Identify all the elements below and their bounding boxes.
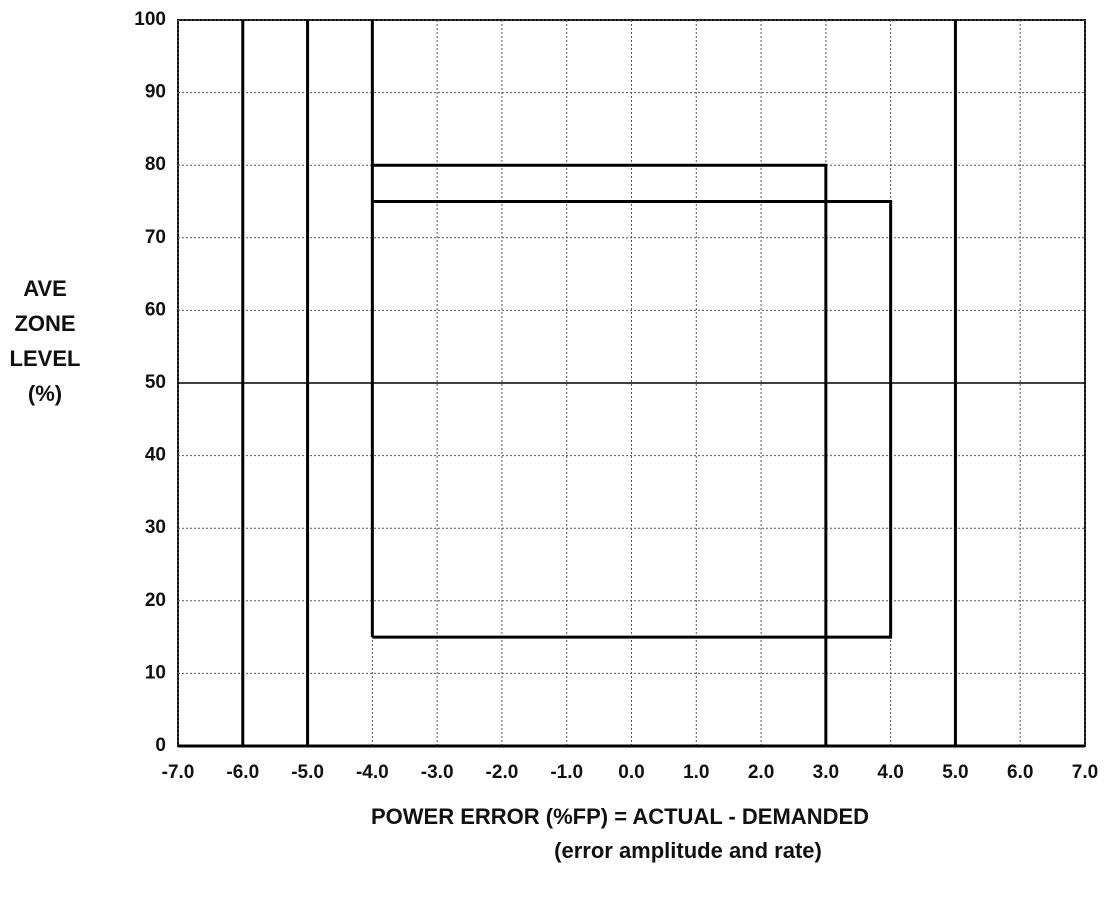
y-axis-label: ZONE — [14, 311, 75, 336]
x-tick-label: 1.0 — [683, 762, 709, 783]
y-tick-label: 0 — [155, 735, 166, 756]
x-tick-label: 6.0 — [1007, 762, 1033, 783]
y-tick-label: 10 — [145, 662, 166, 683]
y-tick-label: 20 — [145, 590, 166, 611]
x-tick-label: 7.0 — [1072, 762, 1098, 783]
x-tick-label: 2.0 — [748, 762, 774, 783]
y-tick-label: 50 — [145, 372, 166, 393]
x-tick-label: 5.0 — [942, 762, 968, 783]
x-tick-label: -1.0 — [550, 762, 583, 783]
y-tick-label: 80 — [145, 154, 166, 175]
series-line — [372, 163, 828, 746]
series-line — [372, 200, 893, 639]
y-axis-label: AVE — [23, 276, 67, 301]
x-tick-label: -6.0 — [226, 762, 259, 783]
y-tick-label: 40 — [145, 445, 166, 466]
y-tick-label: 70 — [145, 227, 166, 248]
x-tick-label: -7.0 — [162, 762, 195, 783]
y-tick-label: 30 — [145, 517, 166, 538]
x-tick-label: 0.0 — [618, 762, 644, 783]
y-tick-label: 60 — [145, 299, 166, 320]
x-tick-label: 4.0 — [877, 762, 903, 783]
y-tick-label: 100 — [134, 9, 166, 30]
x-tick-label: -2.0 — [486, 762, 519, 783]
x-tick-label: -4.0 — [356, 762, 389, 783]
y-tick-label: 90 — [145, 82, 166, 103]
x-axis-label: (error amplitude and rate) — [554, 838, 822, 863]
y-axis-label: (%) — [28, 381, 62, 406]
x-tick-label: -3.0 — [421, 762, 454, 783]
x-tick-label: 3.0 — [813, 762, 839, 783]
x-tick-label: -5.0 — [291, 762, 324, 783]
x-axis-label: POWER ERROR (%FP) = ACTUAL - DEMANDED — [371, 804, 869, 829]
y-axis-label: LEVEL — [10, 346, 81, 371]
